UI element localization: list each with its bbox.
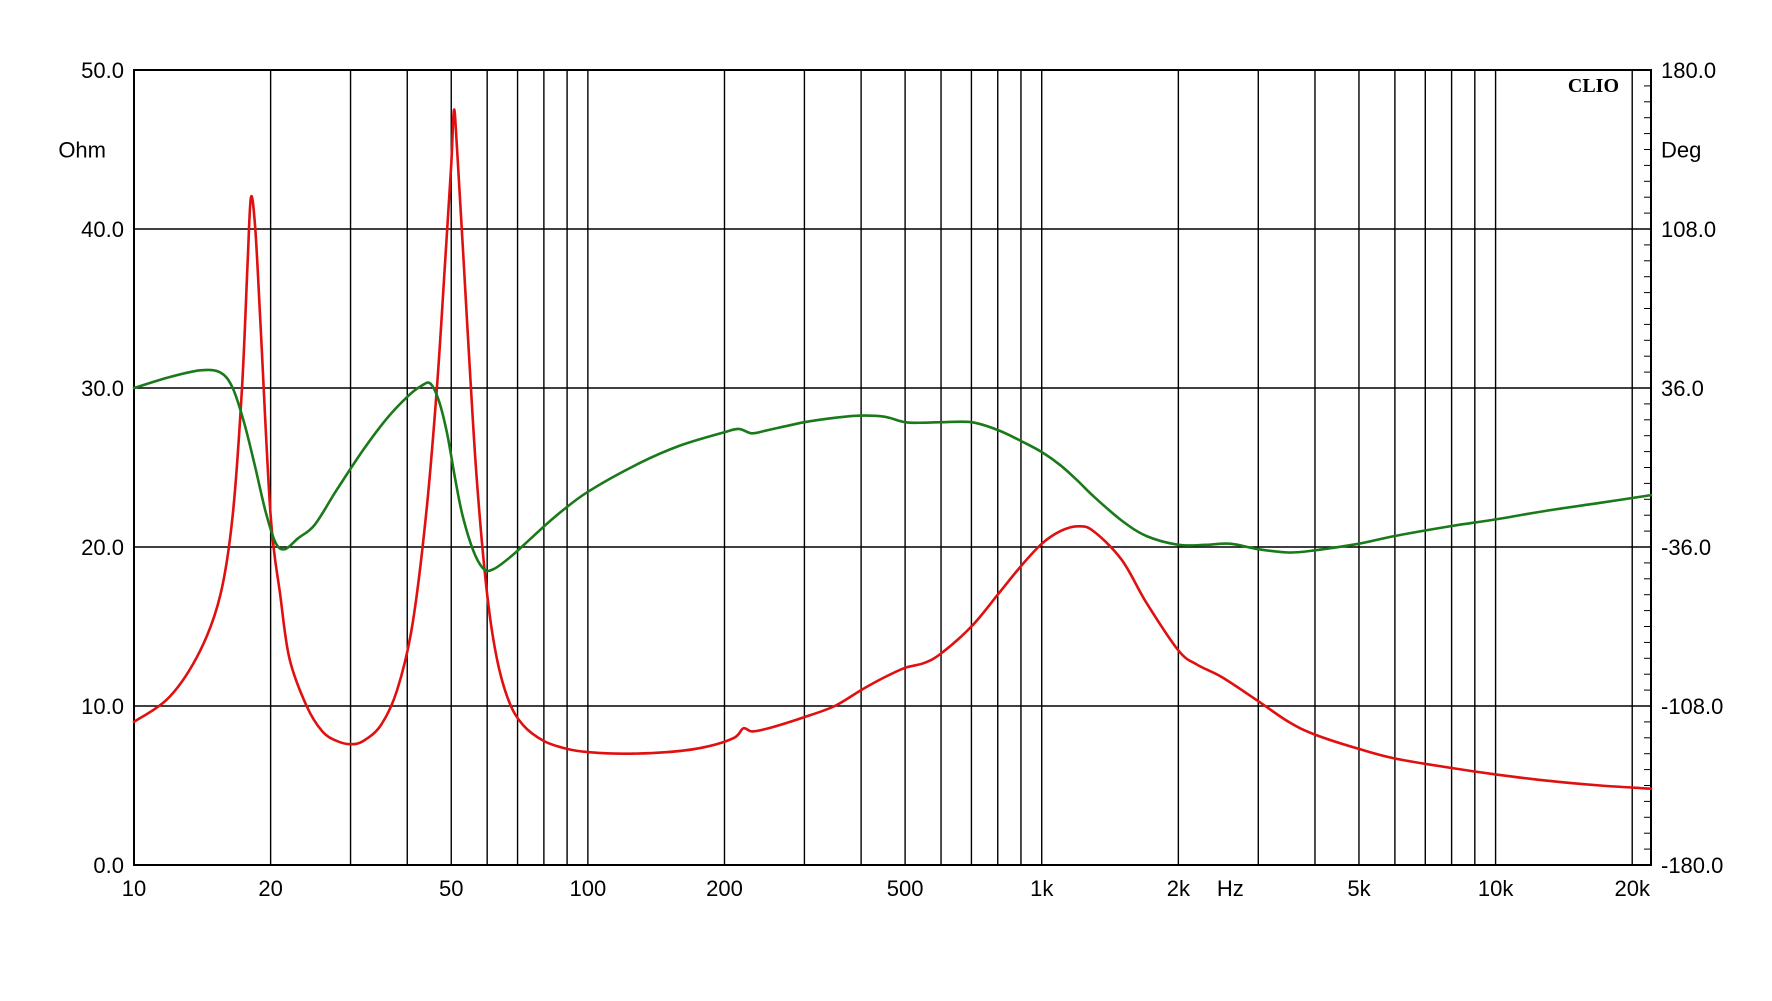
x-tick-label: 200 <box>706 876 743 901</box>
left-tick-label: 40.0 <box>81 217 124 242</box>
right-tick-label: -180.0 <box>1661 853 1723 878</box>
right-tick-label: 108.0 <box>1661 217 1716 242</box>
right-tick-label: 36.0 <box>1661 376 1704 401</box>
left-tick-label: 0.0 <box>93 853 124 878</box>
series-layer <box>132 108 1653 790</box>
x-tick-label: 20 <box>258 876 282 901</box>
x-tick-label: 50 <box>439 876 463 901</box>
left-tick-label: 20.0 <box>81 535 124 560</box>
x-tick-label: 20k <box>1614 876 1650 901</box>
left-tick-label: 10.0 <box>81 694 124 719</box>
clio-brand-label: CLIO <box>1568 75 1619 97</box>
phase-curve <box>132 368 1653 573</box>
x-tick-label: 1k <box>1030 876 1054 901</box>
axis-labels: 0.0 10.0 20.0 30.0 40.0 50.0 -180.0 -108.0 -36.0… <box>58 58 1723 901</box>
right-axis-minor-ticks <box>1644 85 1651 850</box>
x-tick-label: 2k <box>1167 876 1191 901</box>
left-tick-label: 30.0 <box>81 376 124 401</box>
x-tick-label: 10k <box>1478 876 1514 901</box>
x-tick-label: 500 <box>887 876 924 901</box>
right-tick-label: -108.0 <box>1661 694 1723 719</box>
plot-frame <box>133 69 1652 866</box>
right-tick-label: -36.0 <box>1661 535 1711 560</box>
impedance-curve <box>132 108 1653 790</box>
left-tick-label: 50.0 <box>81 58 124 83</box>
x-tick-label: 5k <box>1347 876 1371 901</box>
right-tick-label: 180.0 <box>1661 58 1716 83</box>
x-unit-label: Hz <box>1217 876 1244 901</box>
grid <box>134 70 1651 865</box>
x-tick-label: 10 <box>122 876 146 901</box>
left-unit-label: Ohm <box>58 138 106 163</box>
x-tick-label: 100 <box>570 876 607 901</box>
right-unit-label: Deg <box>1661 138 1701 163</box>
